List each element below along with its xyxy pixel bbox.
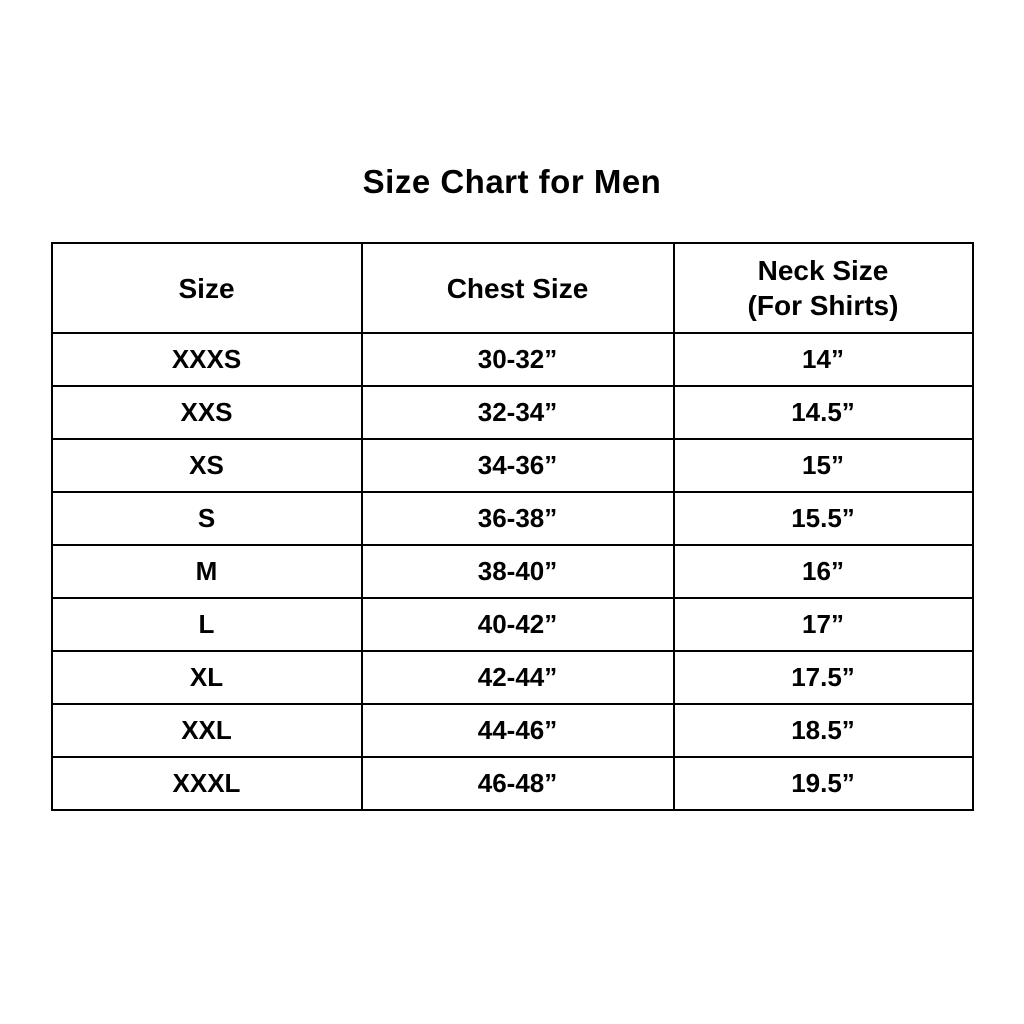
column-header-neck-size-label: Neck Size [757, 255, 889, 286]
size-cell: S [50, 491, 363, 546]
table-row: XS 34-36” 15” [50, 438, 974, 493]
table-row: XXXL 46-48” 19.5” [50, 756, 974, 811]
column-header-neck-size-sublabel: (For Shirts) [747, 290, 899, 321]
neck-size-cell: 19.5” [672, 756, 974, 811]
chest-size-cell: 42-44” [360, 650, 675, 705]
chest-size-cell: 36-38” [360, 491, 675, 546]
column-header-chest-size-label: Chest Size [446, 272, 589, 304]
size-cell: XXL [50, 703, 363, 758]
page-title: Size Chart for Men [362, 163, 662, 200]
neck-size-cell: 16” [672, 544, 974, 599]
table-row: XXL 44-46” 18.5” [50, 703, 974, 758]
table-row: L 40-42” 17” [50, 597, 974, 652]
header-row: Size Chest Size Neck Size (For Shirts) [50, 242, 974, 334]
chest-size-cell: 46-48” [360, 756, 675, 811]
chest-size-cell: 38-40” [360, 544, 675, 599]
column-header-chest-size: Chest Size [360, 242, 675, 334]
table-row: XXXS 30-32” 14” [50, 332, 974, 387]
chest-size-cell: 34-36” [360, 438, 675, 493]
neck-size-cell: 15” [672, 438, 974, 493]
neck-size-cell: 18.5” [672, 703, 974, 758]
size-cell: XXXS [50, 332, 363, 387]
column-header-size-label: Size [178, 272, 235, 304]
size-cell: L [50, 597, 363, 652]
size-cell: XS [50, 438, 363, 493]
table-header: Size Chest Size Neck Size (For Shirts) [50, 242, 974, 334]
chest-size-cell: 30-32” [360, 332, 675, 387]
size-cell: XXS [50, 385, 363, 440]
chest-size-cell: 32-34” [360, 385, 675, 440]
chest-size-cell: 40-42” [360, 597, 675, 652]
table-row: XXS 32-34” 14.5” [50, 385, 974, 440]
chest-size-cell: 44-46” [360, 703, 675, 758]
column-header-neck-size: Neck Size (For Shirts) [672, 242, 974, 334]
neck-size-cell: 17.5” [672, 650, 974, 705]
size-cell: XXXL [50, 756, 363, 811]
table-row: M 38-40” 16” [50, 544, 974, 599]
column-header-size: Size [50, 242, 363, 334]
size-cell: M [50, 544, 363, 599]
size-chart-table: Size Chest Size Neck Size (For Shirts) X… [50, 242, 974, 811]
table-body: XXXS 30-32” 14” XXS 32-34” 14.5” XS 34-36” 15” S 3… [50, 332, 974, 811]
neck-size-cell: 14.5” [672, 385, 974, 440]
size-cell: XL [50, 650, 363, 705]
neck-size-cell: 14” [672, 332, 974, 387]
table-row: S 36-38” 15.5” [50, 491, 974, 546]
neck-size-cell: 15.5” [672, 491, 974, 546]
neck-size-cell: 17” [672, 597, 974, 652]
table-row: XL 42-44” 17.5” [50, 650, 974, 705]
